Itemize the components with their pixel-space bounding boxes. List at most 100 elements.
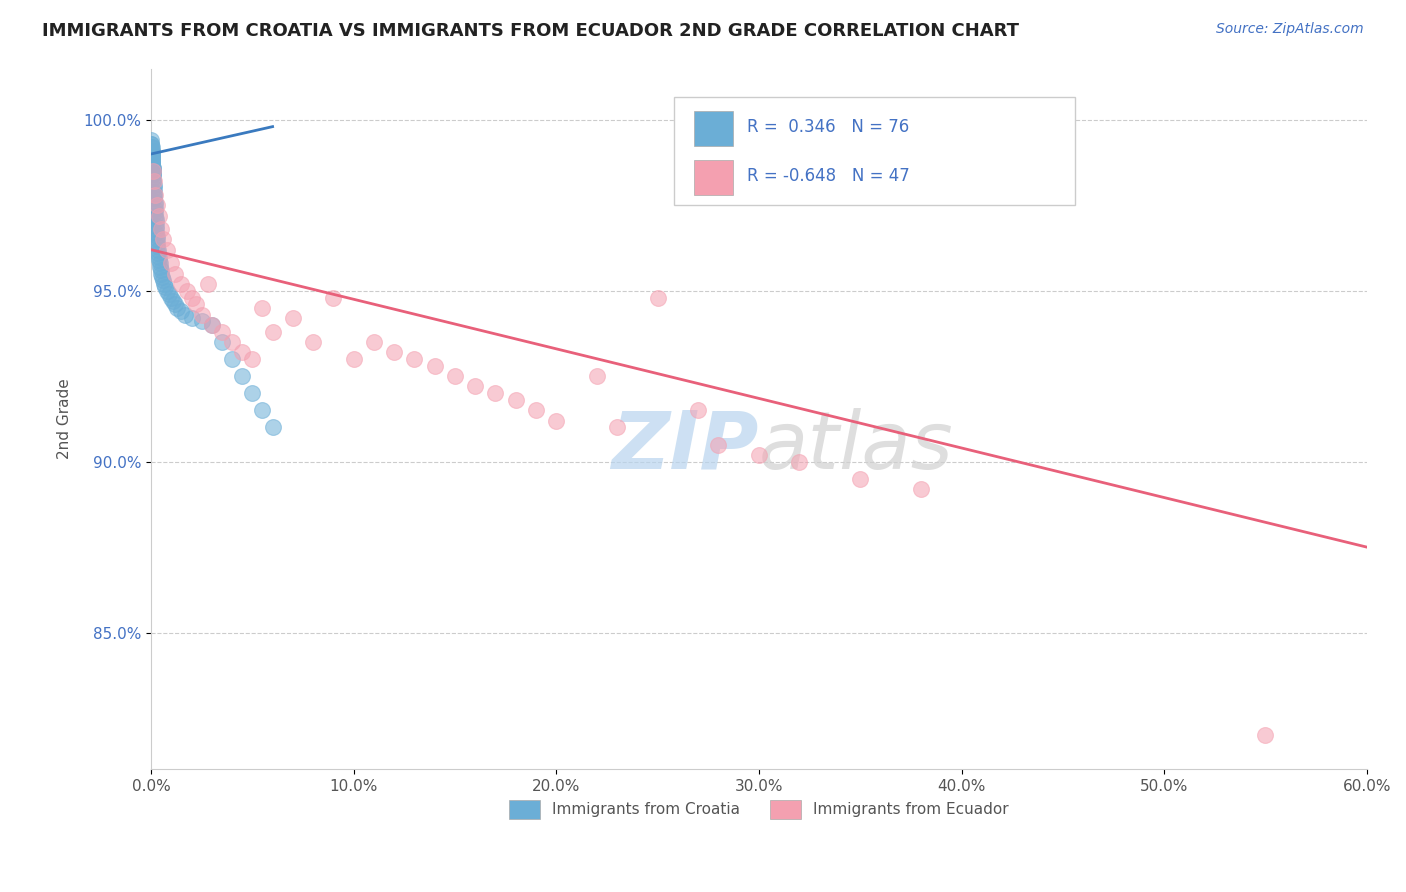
Point: [145, 229, 167, 244]
Point: [180, 311, 202, 326]
Point: [211, 334, 233, 349]
Point: [464, 379, 486, 393]
Point: [141, 153, 163, 168]
Point: [141, 147, 163, 161]
Legend: Immigrants from Croatia, Immigrants from Ecuador: Immigrants from Croatia, Immigrants from…: [503, 794, 1015, 825]
Point: [141, 157, 163, 171]
Text: IMMIGRANTS FROM CROATIA VS IMMIGRANTS FROM ECUADOR 2ND GRADE CORRELATION CHART: IMMIGRANTS FROM CROATIA VS IMMIGRANTS FR…: [42, 22, 1019, 40]
Point: [252, 301, 274, 315]
Point: [150, 270, 173, 285]
Point: [363, 334, 385, 349]
Point: [231, 369, 253, 384]
Point: [322, 291, 344, 305]
Point: [141, 147, 163, 161]
Point: [146, 239, 169, 253]
Point: [142, 174, 165, 188]
Point: [166, 301, 188, 315]
Point: [143, 185, 166, 199]
Point: [153, 277, 176, 291]
Point: [160, 256, 183, 270]
Point: [156, 243, 179, 257]
Point: [145, 209, 167, 223]
Point: [145, 215, 167, 229]
Point: [143, 205, 166, 219]
Point: [148, 252, 170, 267]
Point: [524, 403, 547, 417]
FancyBboxPatch shape: [695, 160, 734, 194]
Point: [281, 311, 304, 326]
Point: [141, 136, 163, 151]
Point: [184, 297, 207, 311]
Point: [141, 150, 163, 164]
Point: [505, 393, 527, 408]
Point: [190, 308, 212, 322]
Text: R =  0.346   N = 76: R = 0.346 N = 76: [747, 118, 908, 136]
Point: [190, 314, 212, 328]
Text: R = -0.648   N = 47: R = -0.648 N = 47: [747, 167, 910, 185]
Point: [221, 334, 243, 349]
Point: [141, 157, 163, 171]
Point: [201, 318, 224, 332]
Point: [141, 144, 163, 158]
Point: [240, 352, 263, 367]
Point: [148, 250, 170, 264]
Text: atlas: atlas: [759, 408, 953, 486]
Point: [145, 226, 167, 240]
Point: [142, 170, 165, 185]
Point: [143, 191, 166, 205]
Point: [240, 386, 263, 401]
Point: [142, 168, 165, 182]
Point: [170, 277, 193, 291]
Point: [165, 267, 187, 281]
Point: [585, 369, 607, 384]
Point: [142, 164, 165, 178]
Point: [141, 161, 163, 175]
Point: [142, 164, 165, 178]
Point: [343, 352, 366, 367]
Point: [647, 291, 669, 305]
Point: [748, 448, 770, 462]
Point: [160, 291, 183, 305]
Point: [141, 153, 163, 168]
Point: [141, 150, 163, 164]
Point: [150, 267, 173, 281]
Point: [152, 232, 174, 246]
Point: [262, 325, 284, 339]
Point: [141, 153, 163, 168]
Point: [141, 157, 163, 171]
Point: [142, 178, 165, 192]
Point: [546, 414, 568, 428]
Point: [141, 140, 163, 154]
Y-axis label: 2nd Grade: 2nd Grade: [58, 378, 72, 459]
Point: [221, 352, 243, 367]
Point: [789, 455, 811, 469]
Point: [1254, 728, 1277, 742]
Point: [142, 168, 165, 182]
Point: [910, 482, 932, 496]
Point: [211, 325, 233, 339]
Point: [149, 260, 172, 274]
Point: [849, 472, 872, 486]
Point: [146, 235, 169, 250]
Point: [156, 284, 179, 298]
Point: [423, 359, 446, 373]
Text: ZIP: ZIP: [612, 408, 759, 486]
Point: [174, 308, 197, 322]
Point: [146, 232, 169, 246]
Point: [143, 174, 166, 188]
Point: [146, 198, 169, 212]
Point: [142, 181, 165, 195]
Point: [606, 420, 628, 434]
Point: [165, 297, 187, 311]
Point: [201, 318, 224, 332]
Point: [143, 188, 166, 202]
Point: [444, 369, 467, 384]
Text: Source: ZipAtlas.com: Source: ZipAtlas.com: [1216, 22, 1364, 37]
Point: [170, 304, 193, 318]
Point: [302, 334, 325, 349]
Point: [231, 345, 253, 359]
Point: [142, 161, 165, 175]
Point: [141, 133, 163, 147]
Point: [145, 219, 167, 233]
Point: [145, 222, 167, 236]
